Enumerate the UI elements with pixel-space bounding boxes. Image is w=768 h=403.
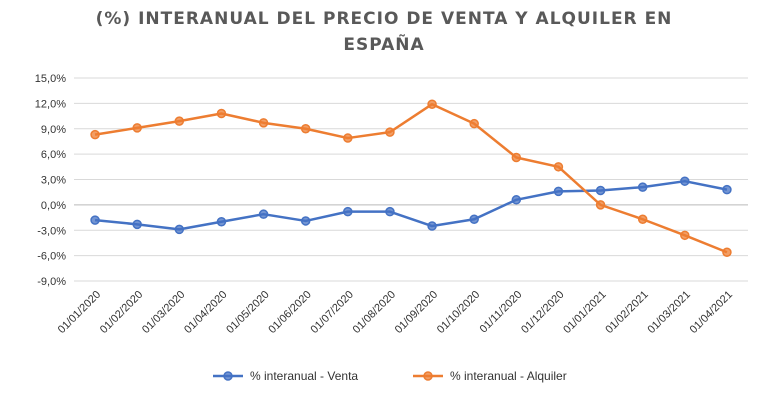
data-point — [385, 127, 395, 137]
data-point — [553, 186, 564, 197]
data-point — [680, 230, 690, 241]
data-point — [595, 185, 606, 196]
y-tick-label: -9,0% — [37, 276, 66, 288]
legend: % interanual - Venta % interanual - Alqui… — [213, 369, 567, 383]
y-axis: 15,0% 12,0% 9,0% 6,0% 3,0% 0,0% -3,0% -6,0% -9,0… — [35, 73, 66, 288]
x-tick-label: 01/08/2020 — [351, 289, 398, 336]
x-tick-label: 01/11/2020 — [478, 289, 525, 336]
series-line-1 — [94, 102, 728, 254]
data-point — [427, 99, 437, 109]
x-tick-label: 01/05/2020 — [224, 289, 271, 336]
data-point — [216, 108, 227, 119]
data-point — [637, 214, 648, 225]
x-tick-label: 01/12/2020 — [519, 289, 566, 336]
gridlines — [74, 77, 748, 282]
data-point — [300, 216, 311, 226]
x-axis: 01/01/202001/02/202001/03/202001/04/2020… — [56, 289, 735, 336]
legend-label: % interanual - Alquiler — [450, 369, 567, 383]
data-point — [216, 217, 227, 227]
x-tick-label: 01/06/2020 — [266, 289, 313, 336]
legend-swatch-marker — [423, 371, 433, 381]
data-point — [511, 152, 522, 163]
series-line-0 — [94, 179, 728, 231]
data-point — [174, 224, 185, 235]
x-tick-label: 01/01/2021 — [561, 289, 608, 336]
data-point — [300, 124, 311, 134]
series-lines — [90, 99, 732, 257]
data-point — [722, 247, 732, 257]
chart-title: (%) INTERANUAL DEL PRECIO DE VENTA Y ALQ… — [0, 6, 768, 58]
x-tick-label: 01/01/2020 — [56, 289, 103, 336]
data-point — [595, 200, 606, 210]
legend-swatch-marker — [223, 371, 233, 381]
data-point — [427, 221, 437, 231]
chart-title-line-1: (%) INTERANUAL DEL PRECIO DE VENTA Y ALQ… — [95, 9, 673, 29]
y-tick-label: 12,0% — [35, 98, 66, 110]
x-tick-label: 01/04/2020 — [182, 289, 229, 336]
data-point — [343, 133, 353, 143]
x-tick-label: 01/09/2020 — [393, 289, 440, 336]
data-point — [258, 209, 269, 219]
data-point — [680, 176, 690, 186]
x-tick-label: 01/10/2020 — [435, 289, 482, 336]
data-point — [553, 162, 564, 172]
data-point — [511, 195, 522, 205]
x-tick-label: 01/04/2021 — [688, 289, 735, 336]
legend-label: % interanual - Venta — [250, 369, 358, 383]
y-tick-label: 6,0% — [41, 149, 66, 161]
data-point — [174, 116, 185, 126]
x-tick-label: 01/07/2020 — [309, 289, 356, 336]
data-point — [469, 214, 479, 225]
y-tick-label: 9,0% — [41, 124, 66, 136]
data-point — [637, 182, 648, 192]
data-point — [722, 184, 732, 195]
data-point — [90, 215, 100, 225]
data-point — [343, 206, 353, 217]
x-tick-label: 01/02/2021 — [603, 289, 650, 336]
x-tick-label: 01/03/2020 — [140, 289, 187, 336]
y-tick-label: 0,0% — [41, 200, 66, 212]
y-tick-label: -6,0% — [37, 251, 66, 263]
y-tick-label: -3,0% — [37, 225, 66, 237]
data-point — [385, 206, 395, 217]
chart-title-line-2: ESPAÑA — [343, 35, 425, 55]
data-point — [258, 118, 269, 128]
x-tick-label: 01/02/2020 — [98, 289, 145, 336]
y-tick-label: 3,0% — [41, 175, 66, 187]
data-point — [90, 129, 100, 140]
x-tick-label: 01/03/2021 — [646, 289, 693, 336]
data-point — [132, 219, 142, 230]
y-tick-label: 15,0% — [35, 73, 66, 85]
data-point — [132, 123, 142, 133]
data-point — [469, 118, 479, 129]
